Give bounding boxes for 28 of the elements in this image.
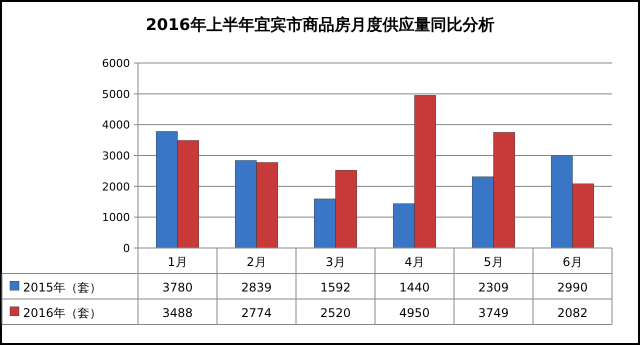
data-label: 1592	[320, 280, 351, 294]
x-tick-label: 5月	[484, 254, 504, 269]
data-label: 2309	[478, 280, 509, 294]
x-tick-label: 2月	[246, 254, 266, 269]
legend-label: 2016年（套）	[23, 306, 102, 320]
legend-label: 2015年（套）	[23, 280, 102, 294]
x-tick-label: 6月	[562, 254, 582, 269]
x-tick-label: 3月	[326, 254, 346, 269]
data-label: 4950	[399, 306, 430, 320]
data-label: 2990	[557, 280, 588, 294]
data-label: 2520	[320, 306, 351, 320]
chart-title: 2016年上半年宜宾市商品房月度供应量同比分析	[146, 15, 494, 34]
x-tick-label: 4月	[404, 254, 424, 269]
data-label: 1440	[399, 280, 430, 294]
y-tick-label: 4000	[102, 118, 130, 132]
data-label: 3488	[162, 306, 193, 320]
x-tick-label: 1月	[168, 254, 188, 269]
y-tick-label: 6000	[102, 57, 130, 70]
y-tick-label: 5000	[102, 88, 130, 101]
data-label: 2082	[557, 306, 588, 320]
y-tick-label: 3000	[102, 150, 130, 162]
data-label: 3780	[162, 280, 193, 294]
data-label: 2839	[241, 280, 272, 294]
y-tick-label: 0	[123, 242, 130, 255]
y-tick-label: 1000	[102, 211, 130, 224]
data-label: 3749	[478, 306, 509, 320]
y-tick-label: 2000	[102, 180, 130, 194]
data-label: 2774	[241, 306, 272, 320]
